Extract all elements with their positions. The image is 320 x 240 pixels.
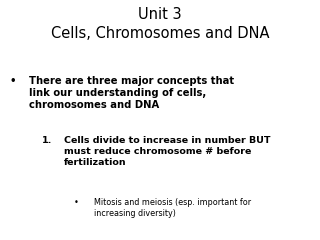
Text: Unit 3
Cells, Chromosomes and DNA: Unit 3 Cells, Chromosomes and DNA: [51, 7, 269, 41]
Text: 1.: 1.: [42, 136, 52, 144]
Text: •: •: [74, 198, 78, 207]
Text: Mitosis and meiosis (esp. important for
increasing diversity): Mitosis and meiosis (esp. important for …: [94, 198, 252, 218]
Text: •: •: [10, 76, 16, 86]
Text: Cells divide to increase in number BUT
must reduce chromosome # before
fertiliza: Cells divide to increase in number BUT m…: [64, 136, 270, 167]
Text: There are three major concepts that
link our understanding of cells,
chromosomes: There are three major concepts that link…: [29, 76, 234, 110]
